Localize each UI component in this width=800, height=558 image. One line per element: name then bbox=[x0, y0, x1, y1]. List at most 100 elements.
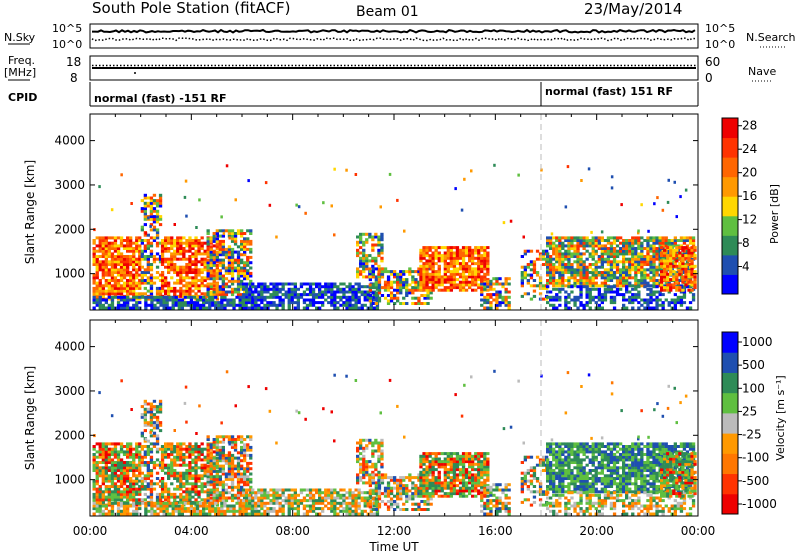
power-cell bbox=[687, 281, 690, 284]
power-cell bbox=[161, 250, 164, 253]
colorbar-tick-label: 28 bbox=[742, 119, 757, 133]
power-cell bbox=[132, 274, 135, 277]
velocity-cell bbox=[156, 464, 159, 467]
power-cell bbox=[643, 285, 646, 288]
power-cell bbox=[254, 304, 257, 307]
velocity-cell bbox=[207, 454, 210, 457]
power-cell bbox=[309, 293, 312, 296]
power-cell bbox=[592, 299, 595, 302]
power-cell bbox=[123, 307, 126, 310]
velocity-cell bbox=[123, 502, 126, 505]
power-cell bbox=[356, 236, 359, 239]
power-cell bbox=[655, 299, 658, 302]
power-cell bbox=[132, 258, 135, 261]
power-cell bbox=[156, 296, 159, 299]
velocity-cell bbox=[114, 482, 117, 485]
velocity-cell bbox=[249, 481, 252, 484]
power-cell bbox=[369, 286, 372, 289]
power-cell bbox=[164, 284, 167, 287]
velocity-cell bbox=[176, 464, 179, 467]
power-cell bbox=[583, 307, 586, 310]
velocity-cell bbox=[243, 475, 246, 478]
power-cell bbox=[646, 282, 649, 285]
power-cell bbox=[625, 282, 628, 285]
power-cell bbox=[681, 262, 684, 265]
power-cell bbox=[99, 242, 102, 245]
power-cell bbox=[166, 301, 169, 304]
velocity-cell bbox=[231, 446, 234, 449]
power-cell bbox=[375, 286, 378, 289]
power-cell bbox=[465, 278, 468, 281]
velocity-cell bbox=[111, 474, 114, 477]
power-cell bbox=[435, 278, 438, 281]
velocity-cell bbox=[254, 505, 257, 508]
power-cell bbox=[492, 288, 495, 291]
power-cell bbox=[117, 260, 120, 263]
velocity-cell bbox=[228, 478, 231, 481]
power-cell bbox=[164, 242, 167, 245]
power-cell bbox=[166, 296, 169, 299]
power-cell bbox=[486, 293, 489, 296]
power-cell bbox=[123, 239, 126, 242]
velocity-cell bbox=[182, 456, 185, 459]
velocity-cell bbox=[251, 491, 254, 494]
power-cell bbox=[194, 282, 197, 285]
power-cell bbox=[432, 283, 435, 286]
power-cell bbox=[685, 189, 688, 192]
power-cell bbox=[616, 244, 619, 247]
power-cell bbox=[304, 212, 307, 215]
power-cell bbox=[555, 296, 558, 299]
power-cell bbox=[453, 283, 456, 286]
velocity-cell bbox=[207, 494, 210, 497]
power-cell bbox=[266, 296, 269, 299]
velocity-cell bbox=[144, 400, 147, 403]
velocity-cell bbox=[248, 513, 251, 516]
power-cell bbox=[237, 283, 240, 286]
power-cell bbox=[201, 271, 204, 274]
power-cell bbox=[616, 255, 619, 258]
power-cell bbox=[126, 274, 129, 277]
power-cell bbox=[153, 239, 156, 242]
velocity-cell bbox=[263, 513, 266, 516]
power-cell bbox=[150, 197, 153, 200]
power-cell bbox=[213, 264, 216, 267]
power-cell bbox=[170, 252, 173, 255]
velocity-cell bbox=[219, 435, 222, 438]
velocity-cell bbox=[129, 505, 132, 508]
velocity-cell bbox=[150, 472, 153, 475]
power-cell bbox=[669, 265, 672, 268]
power-cell bbox=[542, 284, 545, 287]
velocity-cell bbox=[163, 502, 166, 505]
power-cell bbox=[108, 268, 111, 271]
power-cell bbox=[150, 228, 153, 231]
power-cell bbox=[564, 258, 567, 261]
power-cell bbox=[675, 289, 678, 292]
power-cell bbox=[369, 299, 372, 302]
velocity-cell bbox=[170, 496, 173, 499]
power-cell bbox=[269, 288, 272, 291]
power-cell bbox=[371, 257, 374, 260]
power-cell bbox=[243, 277, 246, 280]
power-cell bbox=[147, 239, 150, 242]
power-cell bbox=[680, 239, 683, 242]
velocity-cell bbox=[191, 477, 194, 480]
power-cell bbox=[607, 291, 610, 294]
power-cell bbox=[170, 263, 173, 266]
power-cell bbox=[114, 287, 117, 290]
power-cell bbox=[342, 296, 345, 299]
power-cell bbox=[429, 289, 432, 292]
power-cell bbox=[589, 242, 592, 245]
power-cell bbox=[359, 257, 362, 260]
power-cell bbox=[231, 280, 234, 283]
velocity-cell bbox=[150, 461, 153, 464]
power-cell bbox=[234, 280, 237, 283]
velocity-cell bbox=[207, 467, 210, 470]
power-cell bbox=[573, 274, 576, 277]
velocity-cell bbox=[141, 461, 144, 464]
power-cell bbox=[646, 307, 649, 310]
power-cell bbox=[358, 296, 361, 299]
power-cell bbox=[456, 283, 459, 286]
noise-sky-trace bbox=[92, 30, 695, 33]
velocity-cell bbox=[126, 490, 129, 493]
power-cell bbox=[359, 252, 362, 255]
